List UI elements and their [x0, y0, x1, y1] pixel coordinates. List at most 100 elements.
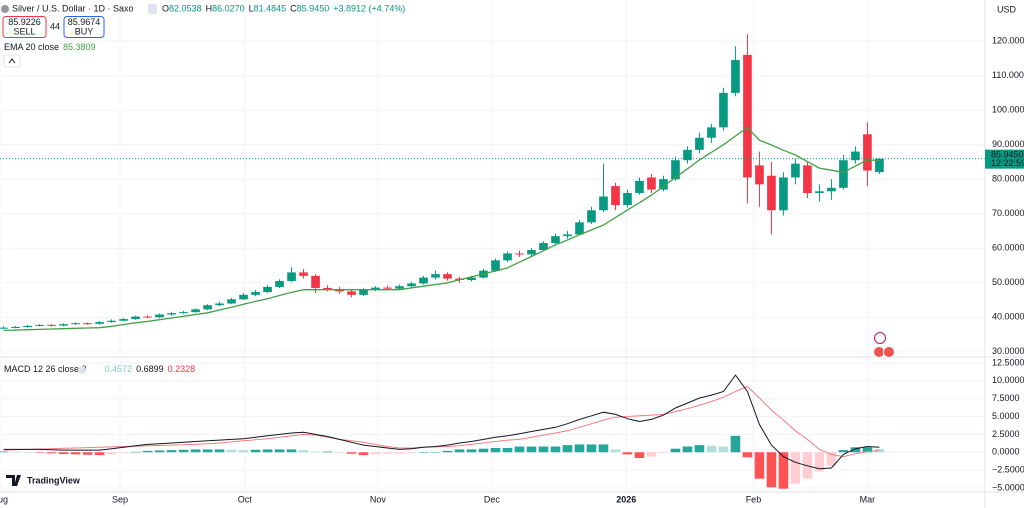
candle-body: [179, 312, 188, 314]
histogram-bar: [10, 451, 21, 453]
candle-body: [467, 277, 476, 281]
buy-box[interactable]: [63, 16, 105, 38]
candle-body: [551, 236, 560, 244]
candle-body: [407, 283, 416, 287]
collapse-button[interactable]: [3, 54, 21, 68]
logo-mark: [6, 475, 21, 486]
sell-price[interactable]: 85.9226: [8, 17, 41, 27]
histogram-bar: [130, 451, 141, 453]
buy-button[interactable]: 85.9674 BUY: [63, 16, 105, 38]
histogram-bar: [766, 452, 777, 488]
spread: 44: [50, 21, 60, 31]
histogram-bar: [610, 449, 621, 453]
buy-price[interactable]: 85.9674: [68, 17, 101, 27]
y-tick-label: 12.5000: [992, 357, 1024, 367]
x-tick-label: Dec: [484, 494, 501, 504]
event-icon[interactable]: [873, 346, 885, 358]
histogram-bar: [334, 452, 345, 453]
histogram-bar: [586, 444, 597, 453]
candle-body: [443, 274, 452, 279]
histogram-bar: [322, 451, 333, 453]
histogram-bar: [730, 435, 741, 453]
macd-value: 0.6899: [136, 364, 164, 374]
ohlc-legend: O82.0538 H86.0270 L81.4845 C85.9450 +3.8912 …: [162, 4, 405, 14]
histogram-bar: [418, 452, 429, 453]
symbol-icon: [1, 5, 9, 13]
buy-label[interactable]: BUY: [75, 26, 94, 36]
histogram-bar: [490, 447, 501, 453]
histogram-bar: [442, 450, 453, 453]
ohlc-value: 85.9450: [297, 4, 330, 14]
candle-body: [839, 160, 848, 188]
histogram-bar: [286, 449, 297, 453]
histogram-bar: [670, 448, 681, 453]
histogram-bar: [742, 452, 753, 458]
histogram-bar: [178, 449, 189, 453]
last-price-box: [985, 149, 1024, 169]
histogram-bar: [706, 445, 717, 453]
logo: TradingView: [6, 475, 81, 486]
histogram-bar: [874, 448, 885, 453]
candle-body: [131, 316, 140, 320]
candle-body: [95, 322, 104, 324]
candle-body: [587, 210, 596, 223]
candle-body: [803, 165, 812, 194]
histogram-bar: [850, 447, 861, 453]
histogram-bar: [118, 452, 129, 453]
candle-body: [719, 92, 728, 128]
candle-body: [419, 277, 428, 284]
candle-body: [791, 163, 800, 178]
y-tick-label: 60.0000: [992, 243, 1024, 253]
status-icon: [148, 4, 157, 14]
candle-body: [563, 234, 572, 237]
candle-body: [263, 286, 272, 293]
sell-label[interactable]: SELL: [13, 26, 35, 36]
histogram-bar: [514, 446, 525, 453]
candle-body: [155, 314, 164, 318]
logo-text: TradingView: [27, 475, 81, 485]
ohlc-letter: O: [162, 4, 169, 14]
candle-body: [119, 319, 128, 321]
ema-value: 85.3809: [63, 42, 96, 52]
histogram-bar: [694, 445, 705, 453]
signal-line: [3, 385, 880, 458]
histogram-bar: [862, 447, 873, 453]
candle-body: [707, 127, 716, 138]
histogram-bar: [142, 450, 153, 453]
sell-button[interactable]: 85.9226 SELL: [2, 16, 47, 38]
candle-body: [227, 299, 236, 304]
candle-body: [59, 324, 68, 326]
y-tick-label: 90.0000: [992, 139, 1024, 149]
y-tick-label: 70.0000: [992, 208, 1024, 218]
x-tick-label: Oct: [238, 494, 253, 504]
candle-body: [863, 134, 872, 171]
y-tick-label: 0.0000: [992, 447, 1020, 457]
candle-body: [347, 291, 356, 295]
histogram-bar: [526, 446, 537, 453]
ohlc-change: +3.8912 (+4.74%): [333, 4, 405, 14]
candle-body: [299, 272, 308, 276]
candle-body: [527, 249, 536, 255]
histogram-bar: [22, 452, 33, 453]
candle-body: [11, 326, 20, 328]
legend-title: Silver / U.S. Dollar · 1D · Saxo: [12, 4, 134, 14]
histogram-bar: [478, 448, 489, 453]
event-icon[interactable]: [883, 346, 895, 358]
macd-line: [3, 374, 880, 470]
candle-body: [251, 292, 260, 295]
sell-box[interactable]: [2, 16, 47, 38]
histogram-bar: [718, 446, 729, 453]
histogram-bar: [466, 449, 477, 453]
histogram-bar: [406, 452, 417, 453]
event-icon[interactable]: [874, 332, 886, 344]
histogram-bar: [370, 452, 381, 455]
ohlc-letter: L: [249, 4, 254, 14]
candle-body: [635, 180, 644, 194]
histogram-bar: [346, 452, 357, 454]
candle-body: [371, 287, 380, 290]
collapse-icon[interactable]: [8, 58, 16, 64]
visibility-icon[interactable]: [78, 366, 86, 374]
histogram-bar: [634, 452, 645, 458]
histogram-bar: [598, 444, 609, 453]
